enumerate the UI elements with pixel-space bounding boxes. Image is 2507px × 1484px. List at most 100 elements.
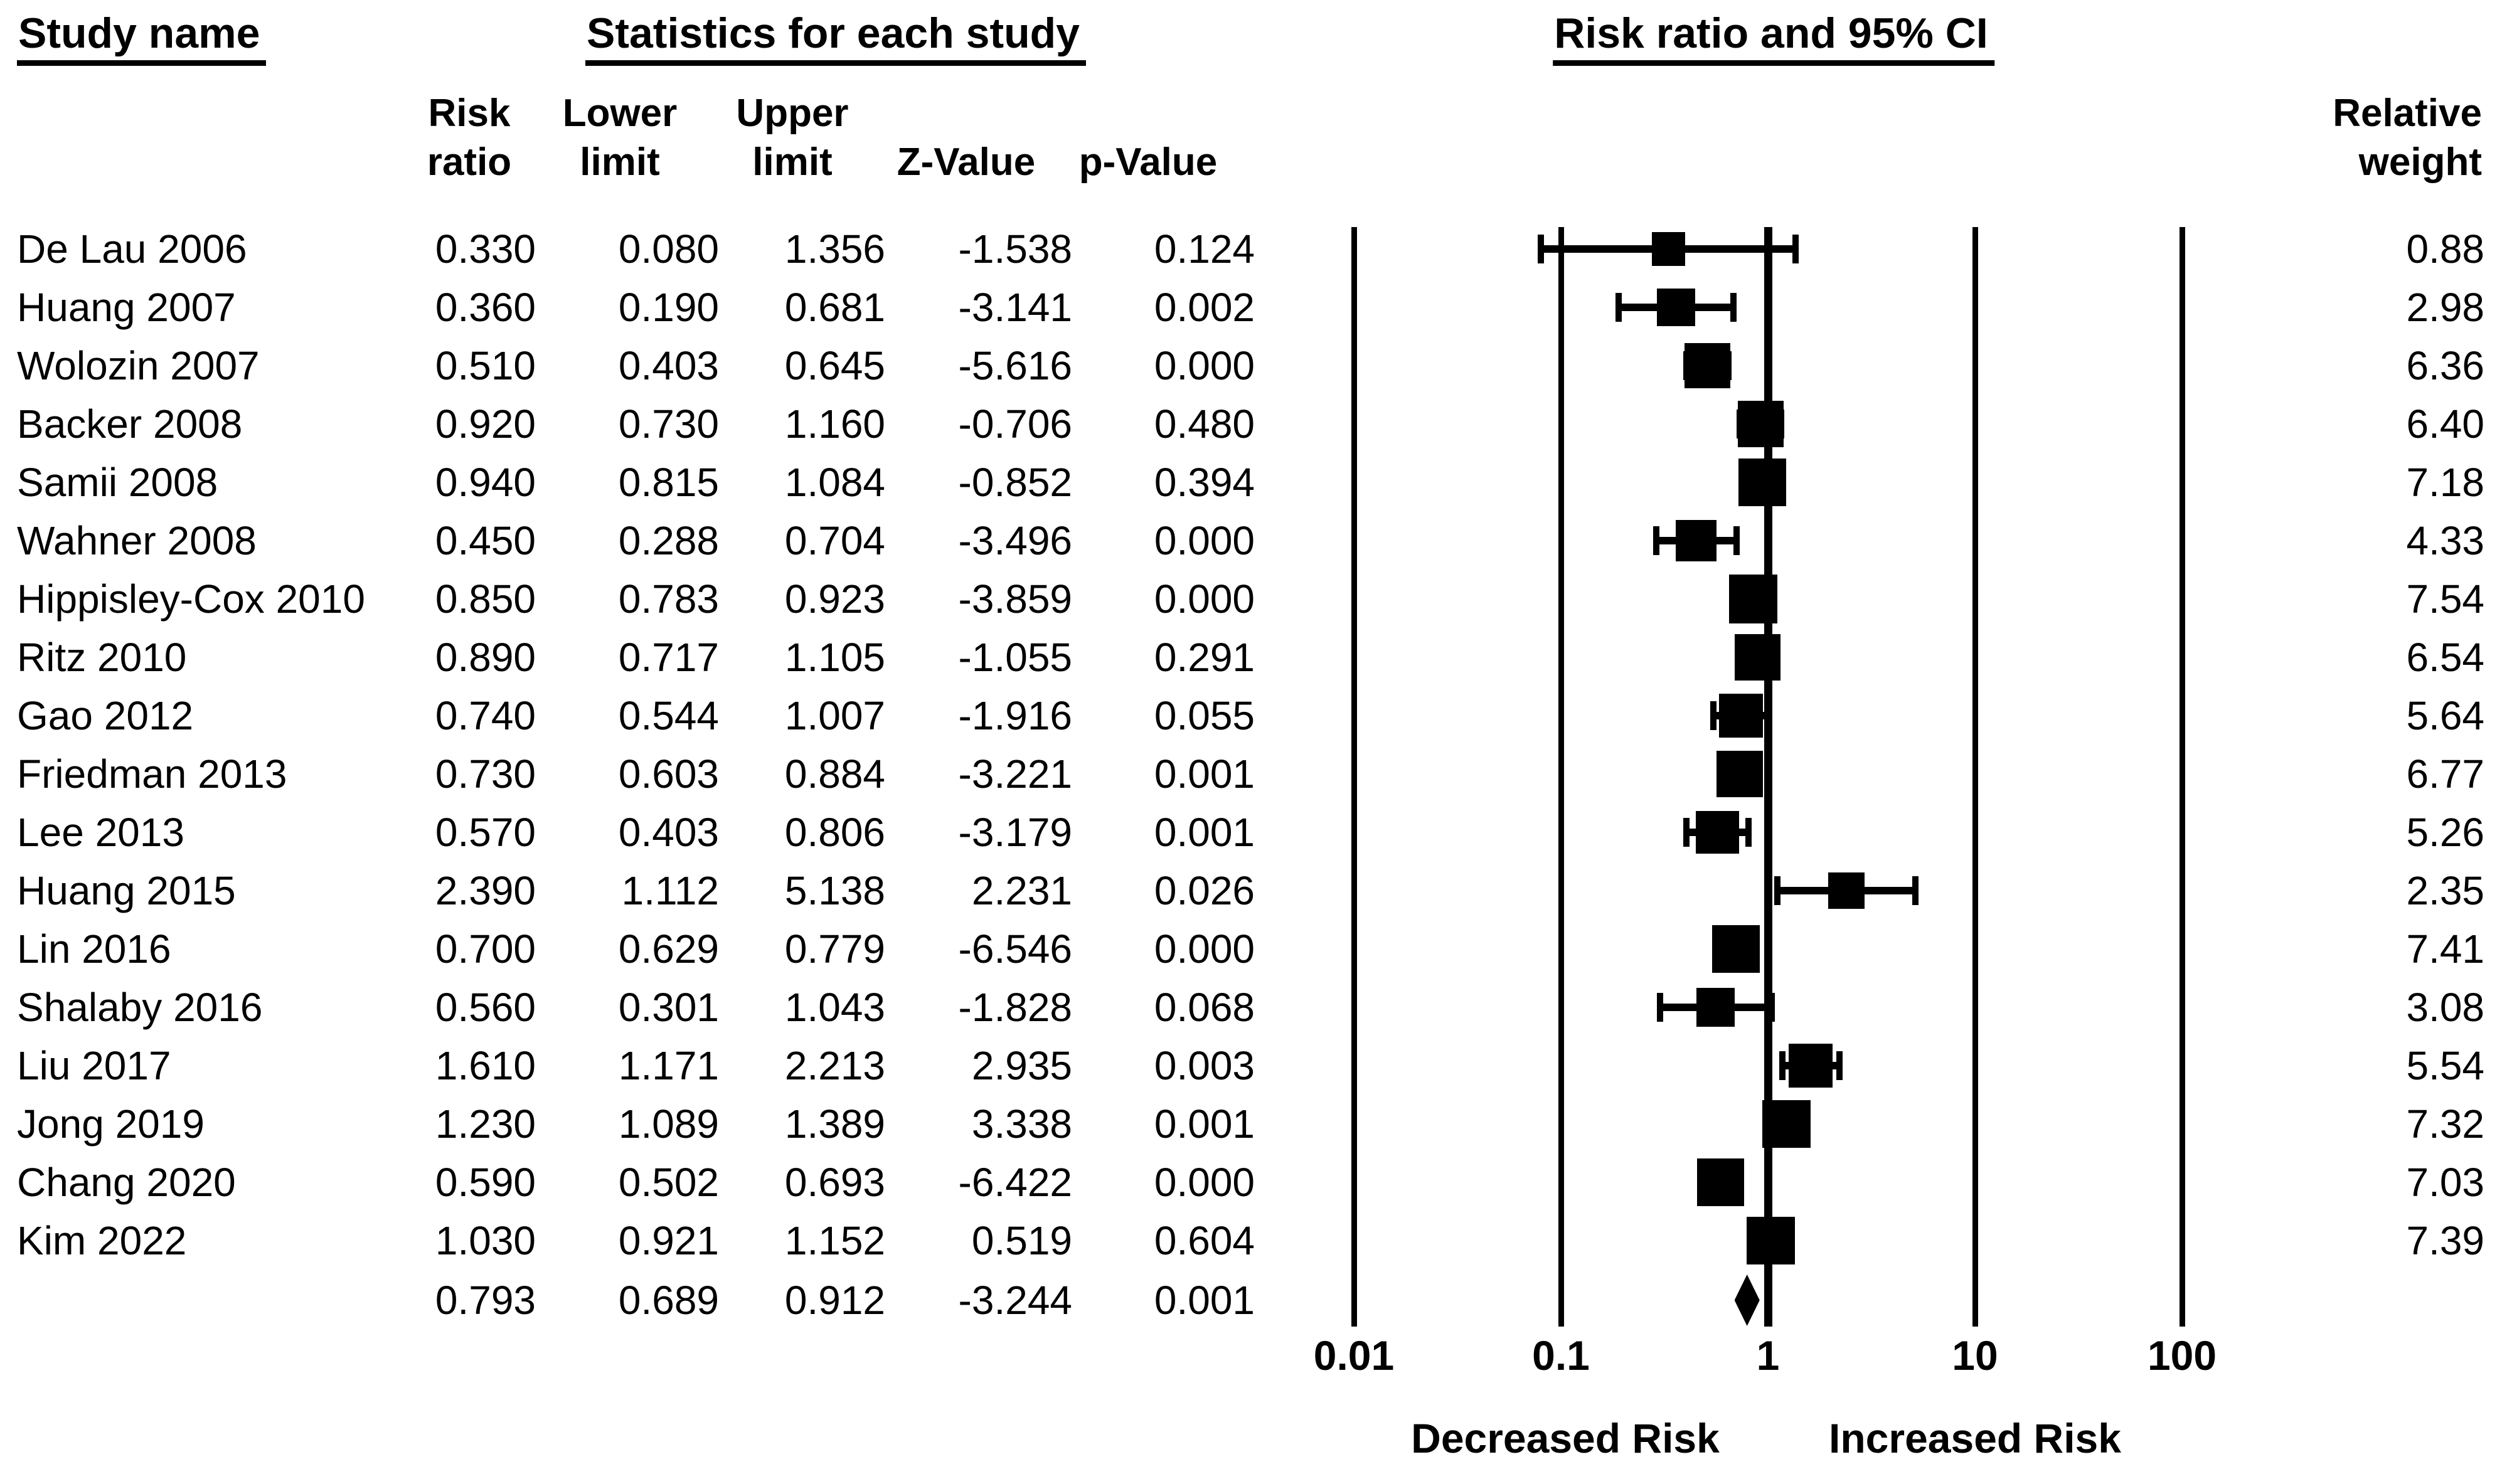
upper-limit-cell: 0.645 xyxy=(784,343,885,388)
p-value-cell: 0.000 xyxy=(1154,1160,1255,1205)
upper-limit-cell: 0.779 xyxy=(784,926,885,972)
relative-weight-cell: 6.36 xyxy=(2406,343,2484,388)
risk-ratio-square-marker xyxy=(1651,232,1685,266)
study-name-cell: Jong 2019 xyxy=(17,1101,205,1147)
lower-limit-cell: 0.783 xyxy=(618,576,719,622)
study-name-cell: Wahner 2008 xyxy=(17,518,257,563)
z-value-cell: -6.422 xyxy=(958,1160,1072,1205)
study-name-cell: Friedman 2013 xyxy=(17,751,287,797)
p-value-cell: 0.124 xyxy=(1154,226,1255,272)
z-value-cell: -1.828 xyxy=(958,985,1072,1030)
p-value-cell: 0.002 xyxy=(1154,285,1255,330)
p-value-cell: 0.001 xyxy=(1154,751,1255,797)
risk-ratio-cell: 0.850 xyxy=(435,576,536,622)
study-name-column-header: Study name xyxy=(17,10,267,66)
relative-weight-cell: 7.39 xyxy=(2406,1218,2484,1263)
increased-risk-label: Increased Risk xyxy=(1829,1415,2121,1461)
p-value-column-header: p-Value xyxy=(1078,140,1218,184)
z-value-cell: -3.859 xyxy=(958,576,1072,622)
study-name-cell: Shalaby 2016 xyxy=(17,985,263,1030)
lower-limit-cell: 1.171 xyxy=(618,1043,719,1088)
risk-ratio-cell: 0.740 xyxy=(435,693,536,738)
risk-ratio-square-marker xyxy=(1789,1044,1833,1088)
upper-limit-cell: 1.356 xyxy=(784,226,885,272)
x-tick-label-0.1: 0.1 xyxy=(1532,1332,1590,1379)
risk-ratio-square-marker xyxy=(1696,988,1735,1027)
risk-ratio-cell: 1.030 xyxy=(435,1218,536,1263)
risk-ratio-cell: 0.590 xyxy=(435,1160,536,1205)
ci-lower-cap xyxy=(1538,235,1545,263)
z-value-cell: -3.244 xyxy=(958,1278,1072,1323)
relative-weight-cell: 7.32 xyxy=(2406,1101,2484,1147)
upper-limit-cell: 0.681 xyxy=(784,285,885,330)
upper-limit-header-line1: Upper xyxy=(736,92,849,135)
relative-weight-cell: 6.77 xyxy=(2406,751,2484,797)
z-value-cell: -1.916 xyxy=(958,693,1072,738)
lower-limit-cell: 0.730 xyxy=(618,401,719,447)
lower-limit-cell: 0.080 xyxy=(618,226,719,272)
lower-limit-cell: 0.689 xyxy=(618,1278,719,1323)
lower-limit-header-line2: limit xyxy=(580,140,660,184)
lower-limit-column-header: Lower limit xyxy=(563,89,678,187)
risk-ratio-square-marker xyxy=(1711,925,1760,973)
ci-lower-cap xyxy=(1653,526,1659,555)
risk-ratio-cell: 0.700 xyxy=(435,926,536,972)
study-name-cell: Kim 2022 xyxy=(17,1218,187,1263)
upper-limit-cell: 1.389 xyxy=(784,1101,885,1147)
risk-ratio-square-marker xyxy=(1657,288,1695,327)
lower-limit-cell: 0.288 xyxy=(618,518,719,563)
lower-limit-cell: 1.089 xyxy=(618,1101,719,1147)
p-value-cell: 0.026 xyxy=(1154,868,1255,913)
study-name-cell: Ritz 2010 xyxy=(17,635,187,680)
ci-lower-cap xyxy=(1710,701,1717,730)
lower-limit-cell: 0.403 xyxy=(618,810,719,855)
upper-limit-cell: 0.923 xyxy=(784,576,885,622)
relative-weight-cell: 4.33 xyxy=(2406,518,2484,563)
relative-weight-cell: 7.18 xyxy=(2406,460,2484,505)
relative-weight-cell: 5.26 xyxy=(2406,810,2484,855)
z-value-cell: 0.519 xyxy=(971,1218,1072,1263)
z-value-cell: -5.616 xyxy=(958,343,1072,388)
x-tick-label-10: 10 xyxy=(1952,1332,1998,1379)
p-value-cell: 0.394 xyxy=(1154,460,1255,505)
risk-ratio-cell: 0.890 xyxy=(435,635,536,680)
risk-ratio-cell: 2.390 xyxy=(435,868,536,913)
study-name-cell: Huang 2015 xyxy=(17,868,236,913)
upper-limit-cell: 0.704 xyxy=(784,518,885,563)
lower-limit-cell: 0.403 xyxy=(618,343,719,388)
lower-limit-header-line1: Lower xyxy=(562,92,678,135)
z-value-cell: -3.496 xyxy=(958,518,1072,563)
lower-limit-cell: 0.301 xyxy=(618,985,719,1030)
p-value-cell: 0.000 xyxy=(1154,343,1255,388)
risk-ratio-cell: 0.920 xyxy=(435,401,536,447)
upper-limit-cell: 0.912 xyxy=(784,1278,885,1323)
risk-ratio-cell: 0.940 xyxy=(435,460,536,505)
p-value-cell: 0.001 xyxy=(1154,810,1255,855)
z-value-cell: -3.221 xyxy=(958,751,1072,797)
study-name-cell: Huang 2007 xyxy=(17,285,236,330)
lower-limit-cell: 0.717 xyxy=(618,635,719,680)
risk-ratio-square-marker xyxy=(1696,1158,1745,1206)
study-name-cell: Liu 2017 xyxy=(17,1043,171,1088)
risk-ratio-square-marker xyxy=(1729,575,1778,623)
risk-ratio-cell: 0.560 xyxy=(435,985,536,1030)
ci-lower-cap xyxy=(1615,293,1622,322)
z-value-cell: -1.055 xyxy=(958,635,1072,680)
x-tick-label-100: 100 xyxy=(2147,1332,2217,1379)
p-value-cell: 0.291 xyxy=(1154,635,1255,680)
z-value-column-header: Z-Value xyxy=(897,140,1036,184)
z-value-cell: 2.231 xyxy=(971,868,1072,913)
x-tick-label-1: 1 xyxy=(1756,1332,1780,1379)
ci-upper-cap xyxy=(1792,235,1799,263)
upper-limit-header-line2: limit xyxy=(752,140,833,184)
lower-limit-cell: 0.544 xyxy=(618,693,719,738)
study-name-cell: Chang 2020 xyxy=(17,1160,236,1205)
p-value-cell: 0.000 xyxy=(1154,518,1255,563)
reference-line-10 xyxy=(1972,227,1978,1327)
relative-weight-cell: 2.98 xyxy=(2406,285,2484,330)
p-value-cell: 0.001 xyxy=(1154,1278,1255,1323)
relative-weight-header-line1: Relative xyxy=(2333,92,2482,135)
statistics-column-group-header: Statistics for each study xyxy=(585,10,1087,66)
upper-limit-column-header: Upper limit xyxy=(736,89,848,187)
